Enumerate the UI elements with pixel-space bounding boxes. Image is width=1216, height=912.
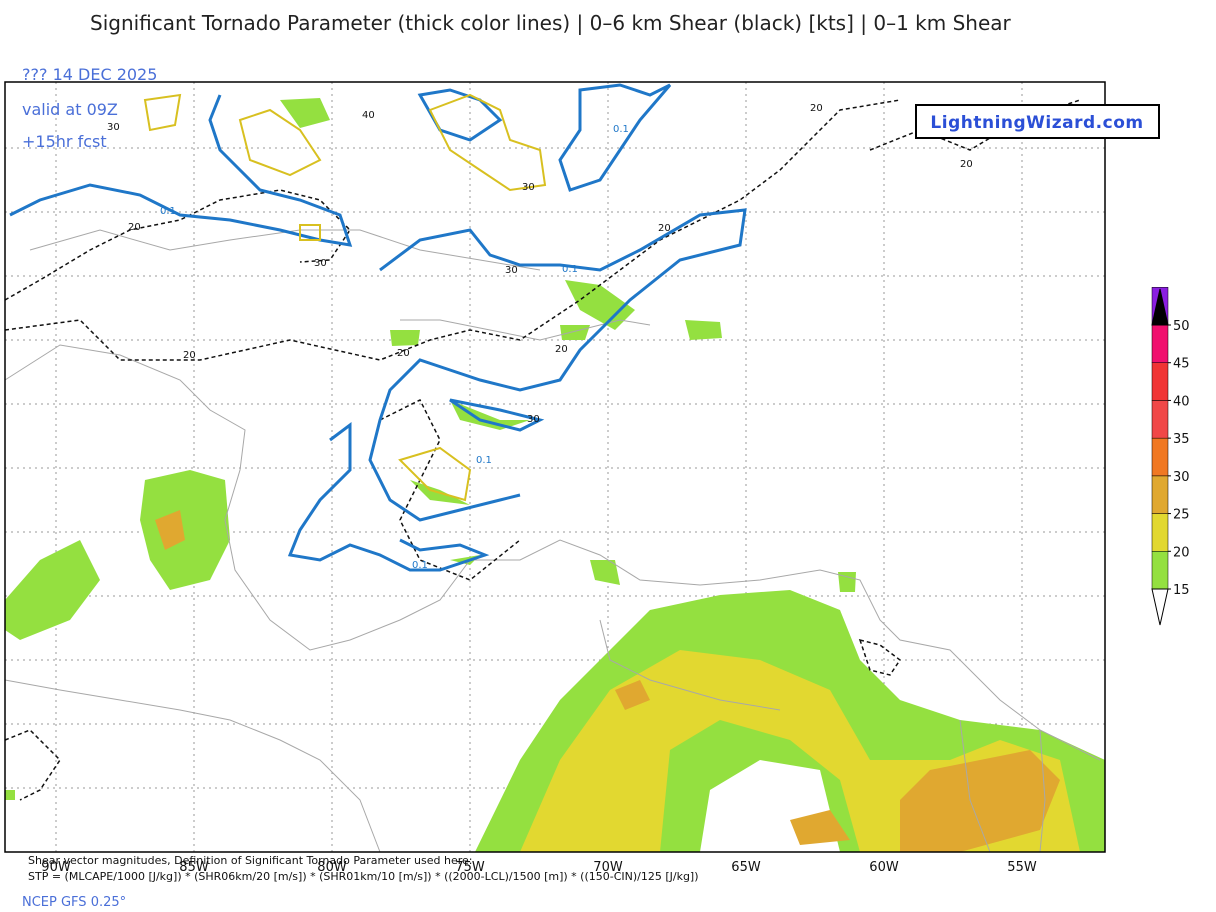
- colorbar-over: [1151, 288, 1169, 326]
- contour-label: 30: [522, 182, 535, 193]
- contour-labels: 20 30 30 30 30 20 20 20 20 30 20 20 40 0…: [107, 103, 973, 571]
- contour-label: 0.1: [412, 560, 428, 571]
- shear-contours: [4, 99, 1081, 801]
- footer-note: Shear vector magnitudes, Definition of S…: [28, 854, 473, 867]
- contour-label: 20: [128, 222, 141, 233]
- colorbar: 15 20 25 30 35 40 45 50: [1151, 287, 1190, 626]
- longitude-label: 75W: [455, 860, 485, 875]
- colorbar-segment: [1151, 324, 1169, 363]
- footer-formula: STP = (MLCAPE/1000 [J/kg]) * (SHR06km/20…: [28, 870, 699, 883]
- longitude-label: 80W: [317, 860, 347, 875]
- contour-label: 0.1: [613, 124, 629, 135]
- contour-label: 20: [555, 344, 568, 355]
- colorbar-label: 45: [1173, 357, 1190, 372]
- contour-label: 30: [107, 122, 120, 133]
- colorbar-label: 20: [1173, 545, 1190, 560]
- colorbar-segment: [1151, 437, 1169, 477]
- colorbar-segment: [1151, 475, 1169, 514]
- colorbar-label: 30: [1173, 470, 1190, 485]
- longitude-label: 90W: [41, 860, 71, 875]
- stp-contours: [9, 83, 747, 572]
- colorbar-label: 50: [1173, 319, 1190, 334]
- forecast-hour: +15hr fcst: [22, 132, 107, 151]
- longitude-labels: 90W 85W 80W 75W 70W 65W 60W 55W: [41, 860, 1037, 875]
- colorbar-label: 40: [1173, 394, 1190, 409]
- run-time: ??? 14 DEC 2025: [22, 65, 157, 84]
- colorbar-label: 25: [1173, 508, 1190, 523]
- model-name: NCEP GFS 0.25°: [22, 895, 126, 910]
- map-frame: [4, 81, 1106, 853]
- contour-label: 40: [362, 110, 375, 121]
- longitude-label: 60W: [869, 860, 899, 875]
- contour-label: 0.1: [562, 264, 578, 275]
- contour-label: 0.1: [476, 455, 492, 466]
- contour-label: 30: [314, 258, 327, 269]
- longitude-label: 70W: [593, 860, 623, 875]
- logo: LightningWizard.com: [930, 113, 1143, 133]
- contour-label: 20: [183, 350, 196, 361]
- longitude-label: 55W: [1007, 860, 1037, 875]
- colorbar-segment: [1151, 400, 1169, 439]
- stp-fill: [5, 98, 1105, 852]
- colorbar-label: 35: [1173, 432, 1190, 447]
- colorbar-segment: [1151, 513, 1169, 552]
- colorbar-label: 15: [1173, 583, 1190, 598]
- valid-time: valid at 09Z: [22, 100, 118, 119]
- logo-box: [915, 104, 1160, 139]
- longitude-label: 65W: [731, 860, 761, 875]
- contour-label: 20: [397, 348, 410, 359]
- stp-high-contours: [143, 93, 547, 502]
- contour-label: 20: [658, 223, 671, 234]
- longitude-label: 85W: [179, 860, 209, 875]
- contour-label: 30: [505, 265, 518, 276]
- contour-label: 0.1: [160, 206, 176, 217]
- contour-label: 30: [527, 414, 540, 425]
- contour-label: 20: [960, 159, 973, 170]
- colorbar-under: [1151, 588, 1169, 626]
- graticule: [5, 82, 1105, 852]
- colorbar-segment: [1151, 551, 1169, 590]
- title: Significant Tornado Parameter (thick col…: [90, 11, 1012, 35]
- contour-label: 20: [810, 103, 823, 114]
- colorbar-segment: [1151, 362, 1169, 401]
- map: 20 30 30 30 30 20 20 20 20 30 20 20 40 0…: [4, 81, 1106, 853]
